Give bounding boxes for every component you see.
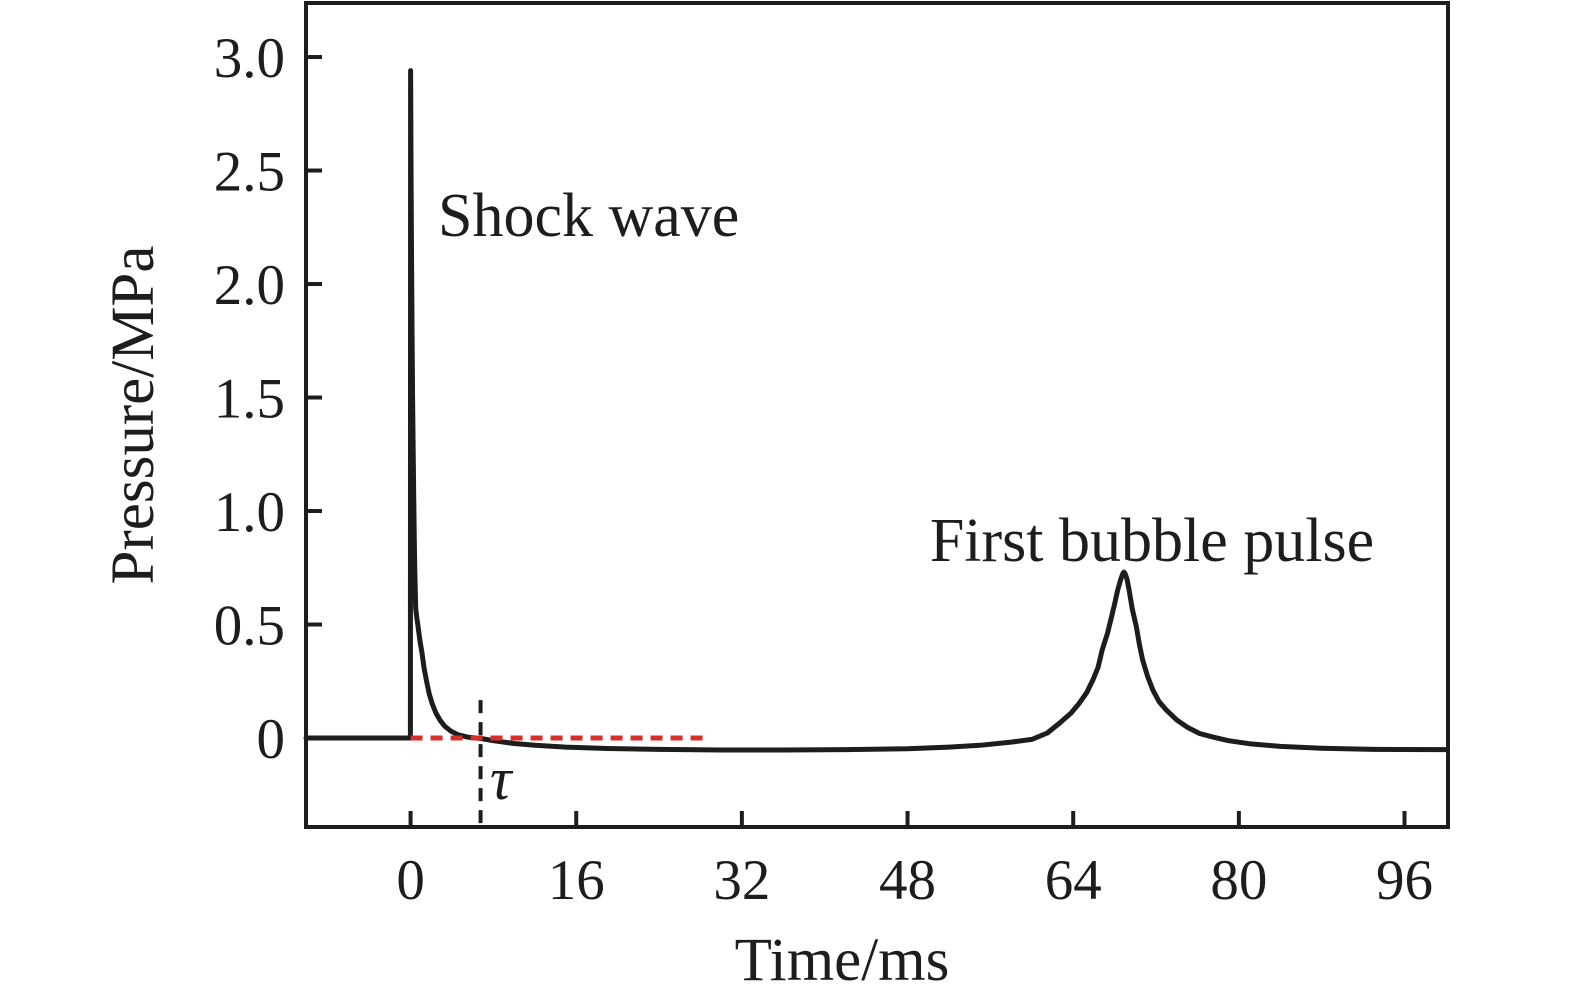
y-tick-label: 2.5	[214, 141, 285, 204]
y-tick-label: 0	[257, 708, 286, 771]
pressure-curve	[303, 68, 1450, 753]
x-tick-label: 64	[1045, 849, 1102, 912]
y-axis-title: Pressure/MPa	[100, 246, 167, 585]
y-tick-label: 0.5	[214, 595, 285, 658]
first-bubble-pulse-annotation: First bubble pulse	[930, 507, 1374, 575]
x-tick-label: 80	[1210, 849, 1267, 912]
x-tick-label: 48	[879, 849, 936, 912]
x-axis-ticks: 0 16 32 48 64 80 96	[396, 811, 1433, 912]
y-tick-label: 3.0	[214, 27, 285, 90]
shock-wave-annotation: Shock wave	[438, 182, 739, 250]
tau-annotation: τ	[490, 746, 514, 812]
y-tick-label: 2.0	[214, 254, 285, 317]
x-tick-label: 0	[396, 849, 425, 912]
x-tick-label: 32	[713, 849, 770, 912]
plot-border	[304, 1, 1450, 829]
pressure-curve-group	[303, 68, 1450, 753]
y-tick-label: 1.0	[214, 481, 285, 544]
y-tick-label: 1.5	[214, 368, 285, 431]
x-tick-label: 16	[548, 849, 605, 912]
x-tick-label: 96	[1376, 849, 1433, 912]
x-axis-title: Time/ms	[735, 927, 950, 994]
reference-lines-group	[410, 700, 708, 827]
y-axis-ticks: 0 0.5 1.0 1.5 2.0 2.5 3.0	[214, 27, 322, 771]
